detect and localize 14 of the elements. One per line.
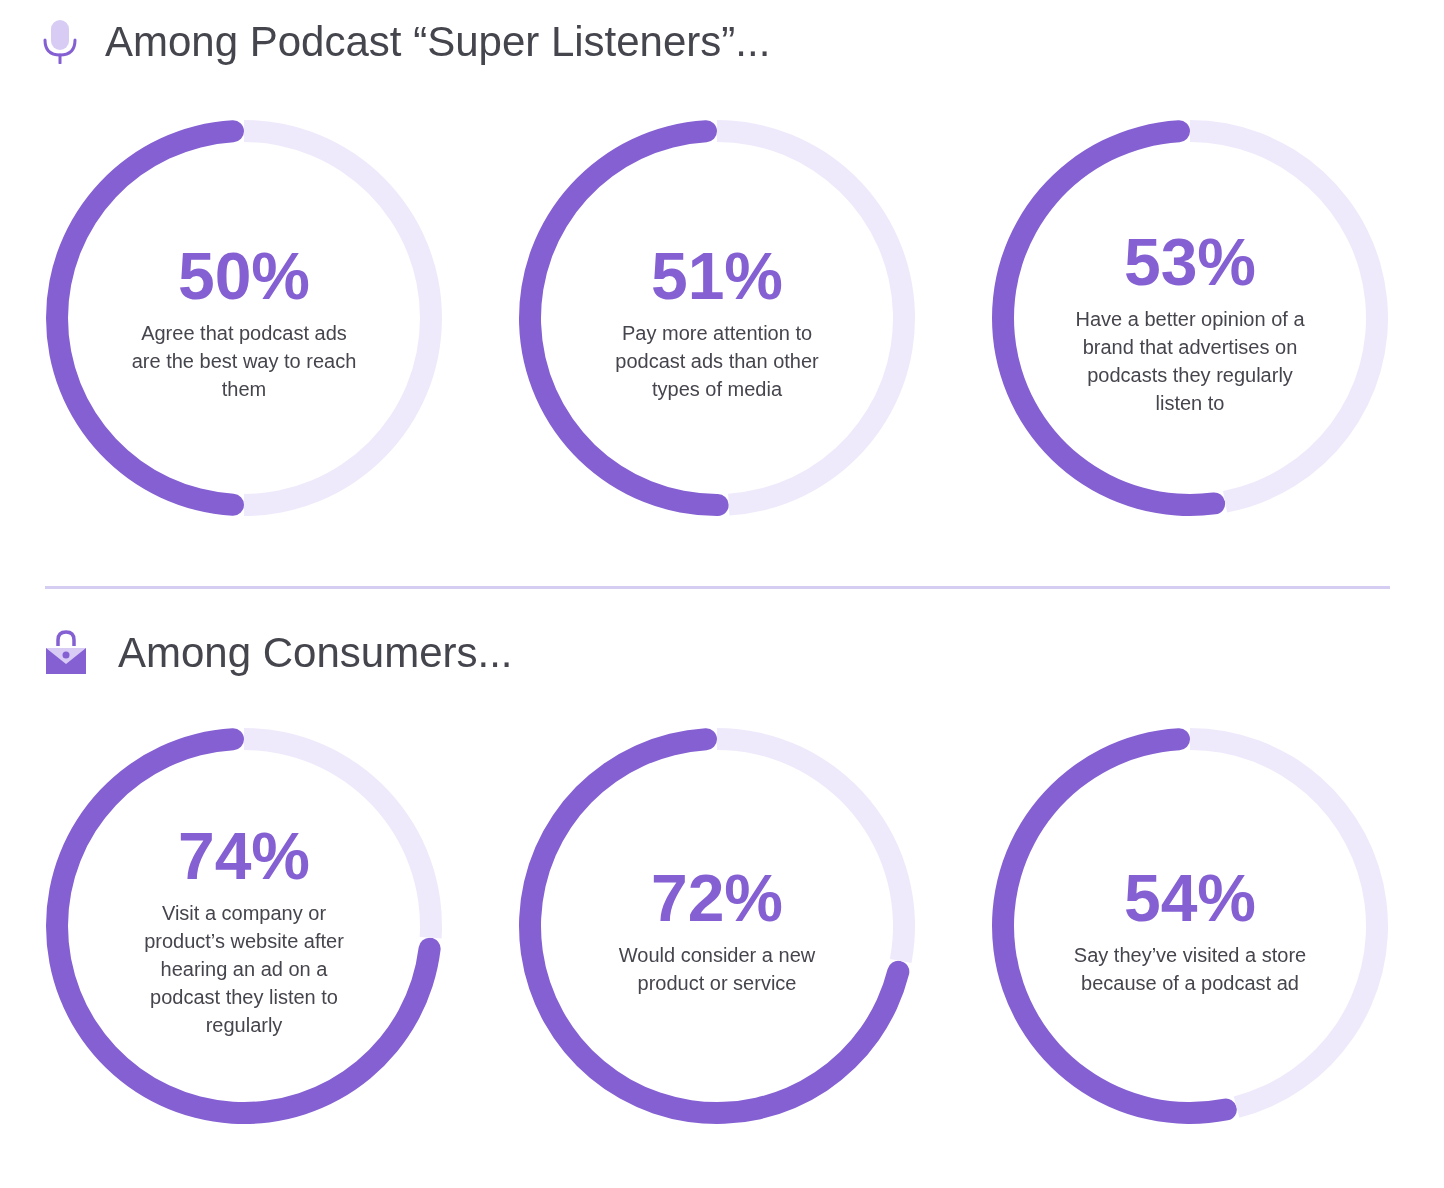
data-label: 51% [650, 239, 784, 313]
text: Among Consumers... [118, 628, 513, 678]
slice-label: Agree that podcast ads are the best way to reach them [131, 322, 357, 400]
data-label: 53% [1123, 225, 1257, 299]
data-label: 72% [650, 861, 784, 935]
text: Among Podcast “Super Listeners”... [105, 17, 771, 67]
data-label: 74% [177, 819, 311, 893]
slice-label: Would consider a new product or service [618, 944, 816, 994]
slice-label: Pay more attention to podcast ads than other types of media [615, 322, 820, 400]
data-label: 50% [177, 239, 311, 313]
slice-label: Have a better opinion of a brand that advertises on podcasts they regularly listen to [1075, 308, 1306, 414]
slice-label: Say they’ve visited a store because of a podcast ad [1073, 944, 1307, 994]
slice-label: Visit a company or product’s website after hearing an ad on a podcast they listen to regularly [144, 902, 345, 1036]
data-label: 54% [1123, 861, 1257, 935]
